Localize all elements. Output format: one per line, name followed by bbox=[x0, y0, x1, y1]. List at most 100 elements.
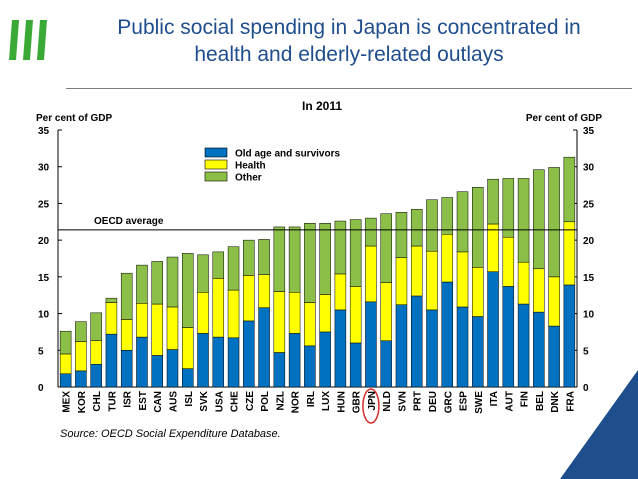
left-tick-label: 0 bbox=[38, 383, 44, 394]
bar-isl-health bbox=[182, 327, 194, 369]
category-label: ESP bbox=[459, 391, 470, 411]
bar-lux-other bbox=[319, 223, 331, 295]
bar-cze-other bbox=[243, 239, 255, 276]
right-axis-label: Per cent of GDP bbox=[526, 113, 602, 124]
legend-label: Old age and survivors bbox=[235, 149, 340, 160]
bar-tur-old-age-and-survivors bbox=[105, 333, 118, 388]
bar-aus-health bbox=[166, 306, 179, 350]
bar-grc-health bbox=[441, 234, 453, 283]
category-label: GRC bbox=[443, 391, 454, 413]
bar-ita-health bbox=[487, 223, 499, 272]
bar-che-other bbox=[227, 246, 240, 291]
bar-hun-old-age-and-survivors bbox=[334, 309, 347, 388]
oecd-average-label: OECD average bbox=[94, 216, 164, 227]
category-label: CHE bbox=[230, 391, 241, 412]
bar-bel-health bbox=[533, 268, 545, 313]
bar-aus-other bbox=[166, 256, 179, 308]
category-label: FIN bbox=[520, 391, 531, 407]
bar-svn-old-age-and-survivors bbox=[395, 304, 408, 388]
bar-jpn-other bbox=[365, 217, 377, 247]
right-tick-label: 30 bbox=[583, 163, 595, 174]
bar-isr-health bbox=[120, 319, 133, 351]
slide-title-line2: health and elderly-related outlays bbox=[194, 43, 504, 66]
left-tick-label: 25 bbox=[38, 199, 50, 210]
plot-area: 0 0 5 5 10 10 15 15 20 20 25 25 30 30 35 35 MEX KOR CHL TUR… bbox=[38, 126, 595, 424]
legend-swatch bbox=[204, 159, 228, 170]
bar-esp-other bbox=[456, 191, 469, 253]
left-tick-label: 10 bbox=[38, 310, 50, 321]
right-tick-label: 25 bbox=[583, 199, 595, 210]
legend-swatch bbox=[204, 171, 228, 182]
bar-fra-other bbox=[563, 156, 576, 223]
bar-hun-other bbox=[334, 220, 347, 275]
bar-kor-other bbox=[75, 321, 87, 342]
right-tick-label: 15 bbox=[583, 273, 595, 284]
bar-nld-health bbox=[380, 282, 392, 341]
bar-dnk-old-age-and-survivors bbox=[548, 325, 560, 388]
category-label: FRA bbox=[565, 391, 576, 412]
category-label: POL bbox=[260, 391, 271, 412]
category-label: CHL bbox=[92, 391, 103, 412]
left-tick-label: 20 bbox=[38, 236, 50, 247]
bar-can-health bbox=[151, 303, 163, 356]
bar-kor-old-age-and-survivors bbox=[75, 370, 87, 388]
bar-est-health bbox=[136, 303, 148, 338]
bar-swe-other bbox=[472, 187, 484, 268]
bar-fra-old-age-and-survivors bbox=[563, 284, 576, 388]
bar-fin-old-age-and-survivors bbox=[517, 303, 530, 388]
category-label: CAN bbox=[153, 391, 164, 413]
legend-swatch bbox=[204, 147, 228, 158]
bar-est-old-age-and-survivors bbox=[136, 336, 148, 388]
bar-tur-other bbox=[105, 297, 118, 303]
bar-pol-old-age-and-survivors bbox=[258, 307, 270, 388]
bar-grc-old-age-and-survivors bbox=[441, 281, 453, 388]
bar-mex-other bbox=[59, 330, 72, 355]
bar-irl-old-age-and-survivors bbox=[304, 345, 316, 388]
bar-svk-old-age-and-survivors bbox=[197, 333, 209, 388]
bar-pol-health bbox=[258, 274, 270, 308]
category-label: NZL bbox=[275, 391, 286, 410]
bar-swe-health bbox=[472, 267, 484, 317]
bar-bel-other bbox=[533, 169, 545, 270]
category-label: NLD bbox=[382, 391, 393, 412]
bar-isr-old-age-and-survivors bbox=[120, 350, 133, 388]
right-tick-label: 0 bbox=[583, 383, 589, 394]
bar-nzl-health bbox=[273, 291, 286, 353]
bar-usa-old-age-and-survivors bbox=[212, 336, 225, 388]
bar-svn-other bbox=[395, 211, 408, 259]
category-label: KOR bbox=[77, 390, 88, 413]
bar-esp-health bbox=[456, 251, 469, 308]
category-label: ISL bbox=[184, 391, 195, 407]
slide-title: Public social spending in Japan is conce… bbox=[66, 14, 632, 68]
bar-grc-other bbox=[441, 197, 453, 235]
bar-lux-old-age-and-survivors bbox=[319, 331, 331, 388]
oecd-stripes-logo-icon bbox=[9, 20, 47, 60]
category-label: EST bbox=[138, 391, 149, 410]
right-tick-label: 10 bbox=[583, 310, 595, 321]
category-label: HUN bbox=[336, 391, 347, 413]
bar-mex-old-age-and-survivors bbox=[59, 373, 72, 388]
right-tick-label: 5 bbox=[583, 346, 589, 357]
bar-che-health bbox=[227, 289, 240, 339]
bar-nor-health bbox=[288, 292, 301, 334]
bar-chl-old-age-and-survivors bbox=[90, 363, 102, 388]
bar-che-old-age-and-survivors bbox=[227, 337, 240, 388]
bar-prt-health bbox=[410, 245, 423, 297]
category-label: CZE bbox=[245, 391, 256, 411]
category-label: JPN bbox=[367, 391, 378, 410]
left-tick-label: 35 bbox=[38, 126, 50, 137]
right-tick-label: 35 bbox=[583, 126, 595, 137]
bar-aut-other bbox=[502, 178, 515, 238]
bar-irl-other bbox=[304, 223, 316, 303]
legend-label: Other bbox=[235, 173, 262, 184]
bar-gbr-old-age-and-survivors bbox=[349, 342, 362, 388]
bar-lux-health bbox=[319, 294, 331, 333]
bar-est-other bbox=[136, 264, 148, 304]
category-label: LUX bbox=[321, 391, 332, 411]
bar-gbr-health bbox=[349, 286, 362, 344]
category-label: SVK bbox=[199, 390, 210, 411]
bar-can-other bbox=[151, 261, 163, 305]
category-label: TUR bbox=[107, 390, 118, 411]
bar-isl-other bbox=[182, 253, 194, 328]
chart-title: In 2011 bbox=[302, 99, 342, 113]
